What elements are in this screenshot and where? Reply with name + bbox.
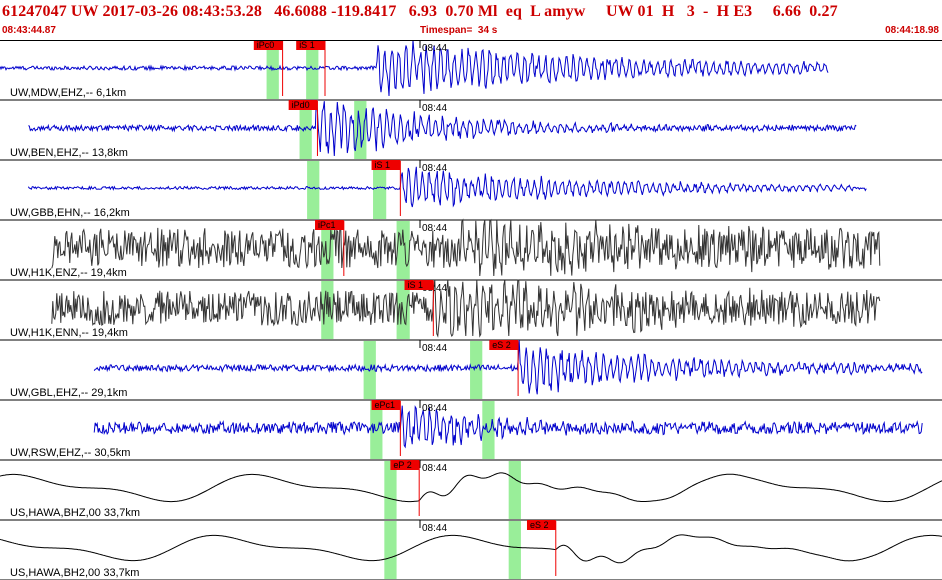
channel-label: UW,BEN,EHZ,-- 13,8km — [10, 147, 128, 159]
channel-label: UW,H1K,ENZ,-- 19,4km — [10, 267, 127, 279]
pick-label: iS 1 — [375, 160, 391, 170]
pick-label: iS 1 — [408, 280, 424, 290]
pick-window — [384, 521, 397, 579]
trace-row: 08:44 eS 2 US,HAWA,BH2,00 33,7km — [0, 520, 942, 580]
waveform — [0, 472, 942, 503]
pick-window — [508, 521, 521, 579]
time-tick-label: 08:44 — [422, 283, 447, 294]
time-tick-label: 08:44 — [422, 163, 447, 174]
pick-window — [384, 461, 397, 519]
seismogram-panel: 08:44 iPc0 iS 1 UW,MDW,EHZ,-- 6,1km 08:44 iPd… — [0, 40, 942, 580]
channel-label: UW,GBB,EHN,-- 16,2km — [10, 207, 130, 219]
pick-window — [470, 341, 483, 399]
pick-window — [508, 461, 521, 519]
pick-flag — [296, 40, 325, 50]
pick-window — [482, 401, 495, 459]
trace-row: 08:44 iPd0 UW,BEN,EHZ,-- 13,8km — [0, 99, 942, 161]
event-summary-line: 61247047 UW 2017-03-26 08:43:53.28 46.60… — [2, 3, 838, 20]
pick-label: iPc0 — [257, 40, 275, 50]
pick-window — [307, 161, 320, 219]
pick-flag — [390, 460, 420, 470]
waveform — [93, 339, 923, 395]
time-tick-label: 08:44 — [422, 343, 447, 354]
pick-label: eS 2 — [492, 340, 511, 350]
time-tick-label: 08:44 — [422, 223, 447, 234]
pick-flag — [371, 400, 401, 410]
waveform — [0, 534, 942, 564]
channel-label: US,HAWA,BH2,00 33,7km — [10, 567, 139, 579]
pick-flag — [253, 40, 283, 50]
pick-flag — [489, 340, 519, 350]
pick-flag — [288, 100, 318, 110]
pick-window — [266, 41, 279, 99]
waveform — [93, 405, 923, 449]
channel-label: UW,H1K,ENN,-- 19,4km — [10, 327, 128, 339]
pick-window — [370, 401, 383, 459]
channel-label: US,HAWA,BHZ,00 33,7km — [10, 507, 140, 519]
window-start-time: 08:43:44.87 — [2, 25, 56, 36]
time-tick-label: 08:44 — [422, 403, 447, 414]
time-tick-label: 08:44 — [422, 463, 447, 474]
channel-label: UW,RSW,EHZ,-- 30,5km — [10, 447, 130, 459]
pick-label: eP 2 — [393, 460, 411, 470]
pick-label: iPd0 — [292, 100, 310, 110]
trace-row: 08:44 iS 1 UW,GBB,EHN,-- 16,2km — [0, 160, 942, 221]
pick-window — [306, 41, 319, 99]
time-tick-label: 08:44 — [422, 43, 447, 54]
pick-flag — [315, 220, 344, 230]
pick-flag — [371, 160, 401, 170]
pick-label: eS 2 — [530, 520, 549, 530]
trace-row: 08:44 ePc1 UW,RSW,EHZ,-- 30,5km — [0, 400, 942, 461]
pick-window — [373, 161, 387, 219]
time-tick-label: 08:44 — [422, 103, 447, 114]
timespan-label: Timespan= 34 s — [420, 25, 498, 36]
pick-flag — [526, 520, 556, 530]
waveform — [28, 99, 857, 157]
channel-label: UW,GBL,EHZ,-- 29,1km — [10, 387, 127, 399]
trace-row: 08:44 iPc0 iS 1 UW,MDW,EHZ,-- 6,1km — [0, 40, 942, 101]
channel-label: UW,MDW,EHZ,-- 6,1km — [10, 87, 126, 99]
pick-label: ePc1 — [375, 400, 396, 410]
trace-row: 08:44 eP 2 US,HAWA,BHZ,00 33,7km — [0, 460, 942, 521]
trace-row: 08:44 eS 2 UW,GBL,EHZ,-- 29,1km — [0, 339, 942, 401]
pick-label: iS 1 — [299, 40, 315, 50]
waveform — [51, 279, 881, 338]
pick-flag — [404, 280, 434, 290]
window-end-time: 08:44:18.98 — [885, 25, 939, 36]
time-tick-label: 08:44 — [422, 523, 447, 534]
waveform — [0, 40, 829, 97]
pick-label: iPc1 — [318, 220, 336, 230]
waveform — [27, 166, 867, 208]
event-header: 61247047 UW 2017-03-26 08:43:53.28 46.60… — [0, 0, 942, 40]
waveform — [51, 218, 881, 277]
trace-row: 08:44 iPc1 UW,H1K,ENZ,-- 19,4km — [0, 218, 942, 281]
